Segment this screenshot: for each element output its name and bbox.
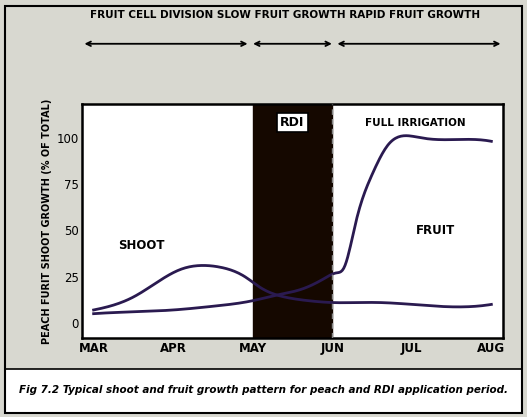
Text: FRUIT: FRUIT [416, 224, 455, 237]
Text: RDI: RDI [280, 116, 305, 129]
Bar [253, 104, 332, 338]
Text: FRUIT CELL DIVISION SLOW FRUIT GROWTH RAPID FRUIT GROWTH: FRUIT CELL DIVISION SLOW FRUIT GROWTH RA… [90, 10, 480, 20]
Y-axis label: PEACH FURIT SHOOT GROWTH (% OF TOTAL): PEACH FURIT SHOOT GROWTH (% OF TOTAL) [43, 98, 53, 344]
Text: FULL IRRIGATION: FULL IRRIGATION [365, 118, 466, 128]
Text: SHOOT: SHOOT [118, 239, 164, 251]
Text: Fig 7.2 Typical shoot and fruit growth pattern for peach and RDI application per: Fig 7.2 Typical shoot and fruit growth p… [19, 385, 508, 395]
FancyBboxPatch shape [5, 369, 522, 413]
